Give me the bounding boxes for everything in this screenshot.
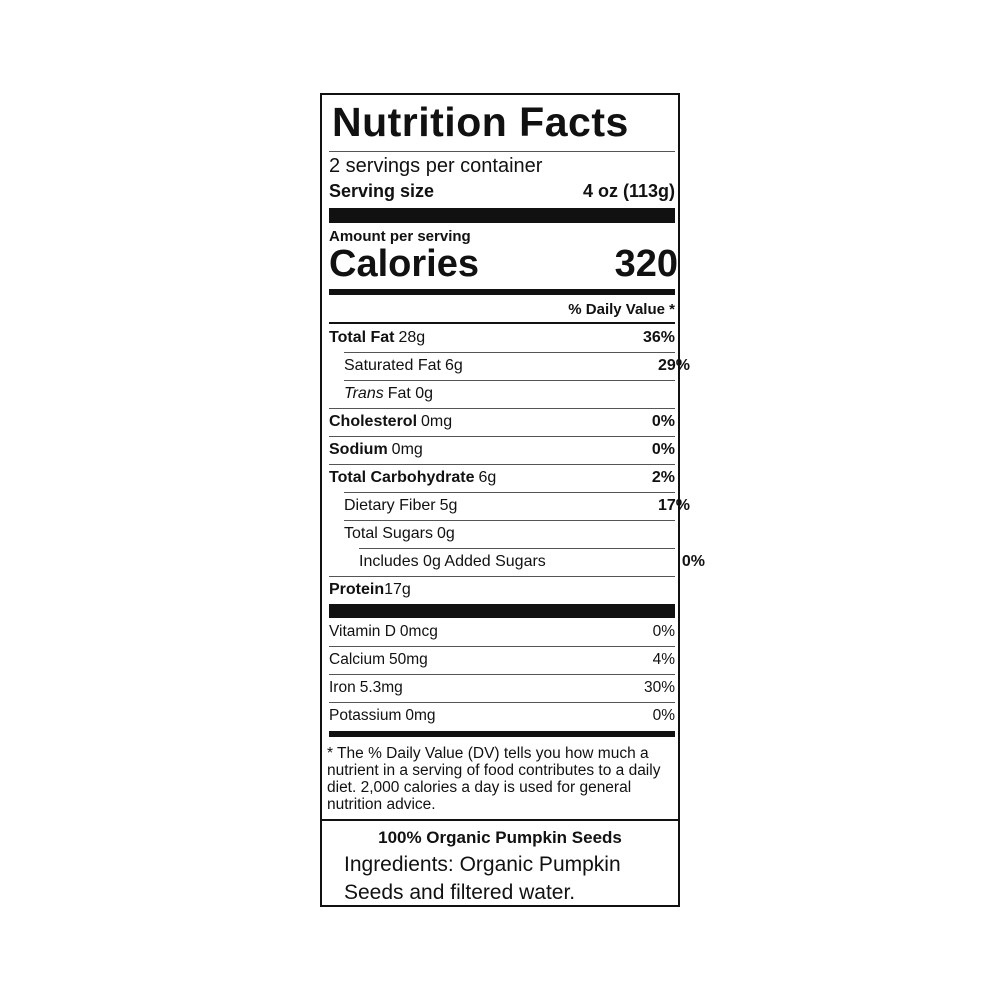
- thick-bar: [329, 604, 675, 618]
- thick-bar: [329, 208, 675, 223]
- amount-per-serving: Amount per serving: [329, 228, 471, 245]
- divider: [344, 380, 675, 381]
- vitamin-row: Vitamin D 0mcg 0%: [329, 618, 675, 646]
- daily-value: 0%: [651, 413, 675, 430]
- daily-value: 0%: [651, 441, 675, 458]
- nutrient-name: Total Carbohydrate: [329, 469, 475, 486]
- vitamin-amount: 0mcg: [399, 623, 438, 640]
- divider: [329, 702, 675, 703]
- divider: [329, 646, 675, 647]
- divider: [344, 492, 675, 493]
- serving-size-label: Serving size: [329, 181, 435, 201]
- vitamin-row: Iron 5.3mg 30%: [329, 674, 675, 702]
- nutrient-amount: 0mg: [391, 441, 423, 458]
- serving-size-value: 4 oz (113g): [582, 181, 675, 201]
- nutrient-name: Dietary Fiber: [344, 497, 436, 514]
- ingredients: Ingredients: Organic Pumpkin Seeds and f…: [344, 853, 621, 904]
- vitamin-name: Iron: [329, 679, 356, 696]
- vitamin-name: Potassium: [329, 707, 402, 724]
- vitamin-amount: 5.3mg: [359, 679, 403, 696]
- nutrient-name: Trans: [344, 385, 384, 402]
- daily-value: 4%: [652, 651, 675, 668]
- divider: [344, 520, 675, 521]
- divider: [329, 408, 675, 409]
- nutrient-amount: 6g: [478, 469, 497, 486]
- vitamin-amount: 50mg: [388, 651, 428, 668]
- daily-value: 36%: [642, 329, 675, 346]
- nutrient-row: Protein 17g: [329, 576, 675, 604]
- thick-bar: [329, 731, 675, 737]
- nutrient-row: Dietary Fiber 5g 17%: [329, 492, 690, 520]
- nutrient-amount: 17g: [384, 581, 411, 598]
- divider: [329, 464, 675, 465]
- nutrition-label: Nutrition Facts 2 servings per container…: [320, 93, 705, 907]
- divider: [329, 576, 675, 577]
- daily-value-header: % Daily Value *: [568, 301, 675, 318]
- divider: [329, 151, 675, 152]
- nutrient-name: Cholesterol: [329, 413, 418, 430]
- divider: [329, 674, 675, 675]
- nutrient-amount: 5g: [439, 497, 458, 514]
- nutrient-amount: 28g: [398, 329, 426, 346]
- title: Nutrition Facts: [332, 99, 629, 145]
- nutrient-row: Total Sugars 0g: [329, 520, 690, 548]
- product-name: 100% Organic Pumpkin Seeds: [378, 828, 622, 847]
- divider: [322, 819, 678, 821]
- nutrient-row: Includes 0g Added Sugars 0%: [329, 548, 705, 576]
- nutrient-name: Includes 0g Added Sugars: [359, 553, 546, 570]
- vitamin-row: Calcium 50mg 4%: [329, 646, 675, 674]
- nutrient-row: Total Fat 28g 36%: [329, 324, 675, 352]
- nutrient-amount: 0g: [436, 525, 455, 542]
- vitamin-amount: 0mg: [405, 707, 436, 724]
- daily-value: 29%: [657, 357, 690, 374]
- daily-value: 17%: [657, 497, 690, 514]
- thick-bar: [329, 289, 675, 295]
- calories-value: 320: [614, 243, 678, 285]
- calories-label: Calories: [329, 243, 479, 285]
- divider: [329, 436, 675, 437]
- daily-value: 0%: [681, 553, 705, 570]
- nutrient-amount: Fat 0g: [387, 385, 434, 402]
- divider: [329, 322, 675, 324]
- nutrient-row: Trans Fat 0g: [329, 380, 690, 408]
- nutrient-name: Sodium: [329, 441, 388, 458]
- footnote: * The % Daily Value (DV) tells you how m…: [327, 745, 661, 813]
- daily-value: 30%: [643, 679, 675, 696]
- vitamin-row: Potassium 0mg 0%: [329, 702, 675, 730]
- nutrient-row: Sodium 0mg 0%: [329, 436, 675, 464]
- servings: 2 servings per container: [329, 155, 543, 177]
- daily-value: 0%: [652, 623, 675, 640]
- nutrient-amount: 6g: [444, 357, 463, 374]
- nutrient-name: Total Sugars: [344, 525, 433, 542]
- nutrient-name: Saturated Fat: [344, 357, 441, 374]
- daily-value: 0%: [652, 707, 675, 724]
- nutrient-amount: 0mg: [421, 413, 453, 430]
- nutrient-name: Total Fat: [329, 329, 395, 346]
- nutrient-row: Cholesterol 0mg 0%: [329, 408, 675, 436]
- nutrient-row: Total Carbohydrate 6g 2%: [329, 464, 675, 492]
- nutrient-name: Protein: [329, 581, 385, 598]
- vitamin-name: Calcium: [329, 651, 385, 668]
- nutrient-row: Saturated Fat 6g 29%: [329, 352, 690, 380]
- vitamin-name: Vitamin D: [329, 623, 396, 640]
- divider: [344, 352, 675, 353]
- divider: [359, 548, 675, 549]
- daily-value: 2%: [651, 469, 675, 486]
